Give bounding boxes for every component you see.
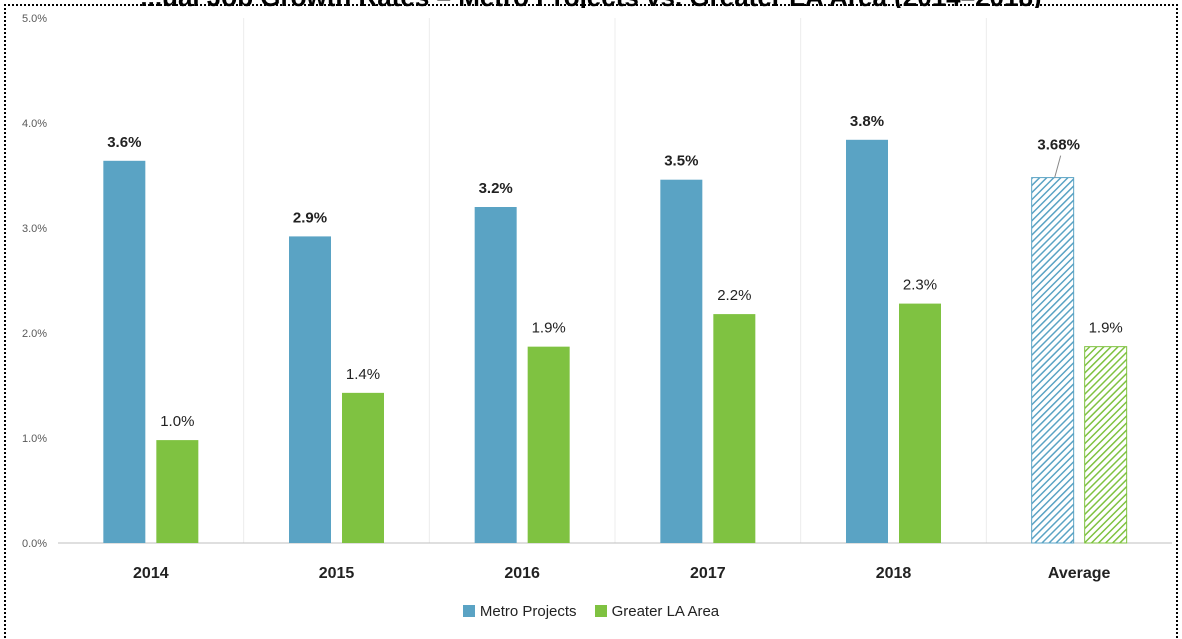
x-category-label: Average: [1048, 565, 1111, 582]
y-tick-label: 3.0%: [22, 223, 47, 235]
bar-metro-projects: [846, 139, 888, 544]
y-tick-label: 4.0%: [22, 118, 47, 130]
chart-legend: Metro Projects Greater LA Area: [0, 600, 1182, 622]
y-tick-label: 2.0%: [22, 328, 47, 340]
bar-greater-la-area: [156, 440, 199, 543]
data-label: 2.9%: [293, 209, 327, 226]
data-label: 3.2%: [479, 180, 513, 197]
data-label: 1.9%: [1089, 320, 1123, 337]
chart-title-cropped: ...ual Job Growth Rates – Metro Projects…: [0, 0, 1182, 8]
data-label: 3.6%: [107, 134, 141, 151]
y-tick-label: 5.0%: [22, 13, 47, 25]
x-category-label: 2015: [319, 565, 355, 582]
data-label: 1.4%: [346, 366, 380, 383]
bar-metro-projects: [289, 236, 331, 543]
data-label: 2.3%: [903, 277, 937, 294]
data-label: 2.2%: [717, 287, 751, 304]
data-label: 3.5%: [664, 153, 698, 170]
bar-greater-la-area: [527, 346, 570, 543]
bar-metro-projects: [1031, 177, 1075, 544]
bar-metro-projects: [660, 179, 703, 543]
data-label: 3.68%: [1037, 137, 1080, 154]
data-label-leader: [1054, 155, 1062, 178]
data-label: 1.0%: [160, 413, 194, 430]
bar-metro-projects: [103, 160, 146, 544]
legend-swatch-greater-la: [594, 605, 607, 617]
chart-frame: [4, 4, 1178, 638]
legend-swatch-metro: [462, 605, 475, 617]
bar-greater-la-area: [713, 314, 756, 543]
x-category-label: 2014: [133, 565, 169, 582]
bar-greater-la-area: [1084, 346, 1128, 544]
bar-greater-la-area: [342, 392, 384, 543]
legend-label-greater-la: Greater LA Area: [611, 602, 720, 620]
bar-chart: 0.0% 1.0% 2.0% 3.0% 4.0% 5.0% 3.6% 1.0% 2014 2.9%…: [22, 13, 1172, 582]
legend-label-metro: Metro Projects: [479, 602, 577, 620]
bar-metro-projects: [474, 207, 517, 543]
y-tick-label: 0.0%: [22, 538, 47, 550]
x-category-label: 2017: [690, 565, 726, 582]
y-tick-label: 1.0%: [22, 433, 47, 445]
data-label: 1.9%: [532, 320, 566, 337]
legend-item-metro: Metro Projects: [462, 602, 577, 620]
legend-item-greater-la: Greater LA Area: [594, 602, 720, 620]
bar-greater-la-area: [899, 303, 941, 543]
x-category-label: 2018: [876, 565, 912, 582]
x-category-label: 2016: [504, 565, 540, 582]
data-label: 3.8%: [850, 113, 884, 130]
